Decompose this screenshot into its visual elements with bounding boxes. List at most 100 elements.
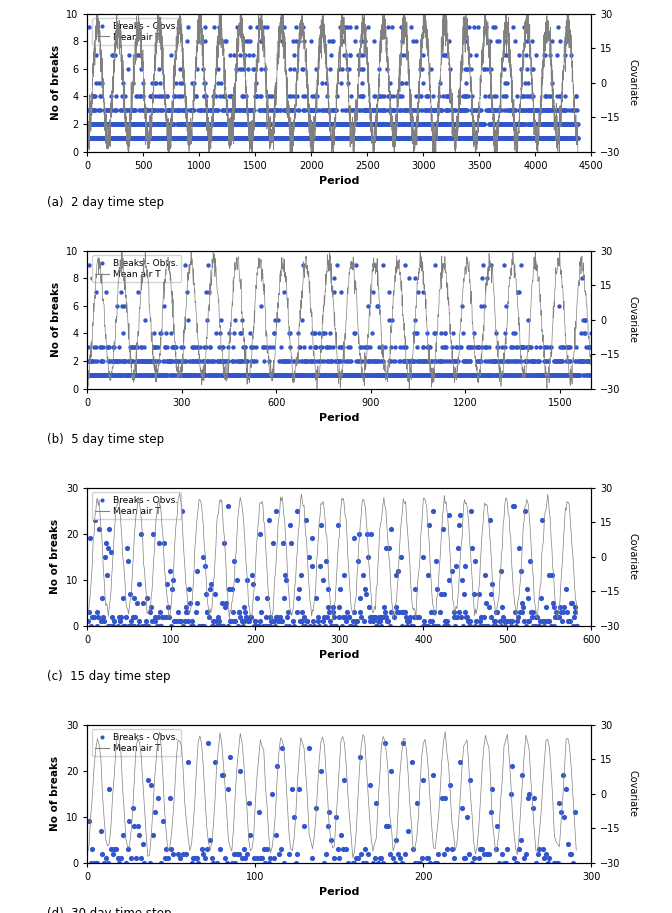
Point <box>488 131 499 145</box>
Point <box>384 89 395 104</box>
Point <box>536 103 546 118</box>
Point <box>566 47 577 62</box>
Point <box>85 131 96 145</box>
Point <box>502 368 513 383</box>
Point <box>420 131 431 145</box>
Point <box>410 582 421 596</box>
Point <box>342 103 353 118</box>
Point <box>485 117 496 131</box>
Point <box>318 326 329 341</box>
Point <box>242 846 253 861</box>
Point <box>317 368 328 383</box>
Point <box>216 117 227 131</box>
Point <box>218 353 228 368</box>
Point <box>374 609 384 624</box>
Point <box>119 618 130 633</box>
Point <box>171 131 182 145</box>
Point <box>478 846 489 861</box>
Point <box>138 131 149 145</box>
Point <box>346 131 357 145</box>
Point <box>333 131 344 145</box>
Point <box>515 131 526 145</box>
Point <box>401 47 411 62</box>
Point <box>444 368 454 383</box>
Point <box>141 353 152 368</box>
Point <box>171 131 182 145</box>
Point <box>509 117 520 131</box>
Point <box>202 312 213 327</box>
Point <box>585 340 596 354</box>
Point <box>612 368 622 383</box>
Point <box>247 568 257 582</box>
Point <box>200 131 210 145</box>
Point <box>255 131 266 145</box>
Point <box>532 609 542 624</box>
Point <box>403 368 414 383</box>
Point <box>452 131 463 145</box>
Point <box>494 368 505 383</box>
Point <box>415 131 425 145</box>
Point <box>359 117 370 131</box>
Point <box>456 117 467 131</box>
Point <box>512 340 523 354</box>
Point <box>333 131 343 145</box>
Point <box>314 117 325 131</box>
Point <box>218 117 228 131</box>
Point <box>302 103 313 118</box>
Point <box>323 353 333 368</box>
Point <box>134 117 144 131</box>
Point <box>180 368 191 383</box>
Point <box>378 103 388 118</box>
Point <box>513 285 524 299</box>
Point <box>247 103 257 118</box>
Point <box>145 117 156 131</box>
Point <box>364 103 375 118</box>
Point <box>345 103 356 118</box>
Point <box>409 131 420 145</box>
Point <box>106 131 117 145</box>
Point <box>114 609 125 624</box>
Point <box>564 353 575 368</box>
Point <box>323 368 334 383</box>
Point <box>494 131 505 145</box>
Point <box>451 117 462 131</box>
Point <box>445 131 456 145</box>
Point <box>367 609 378 624</box>
Point <box>161 131 171 145</box>
Point <box>235 131 246 145</box>
Point <box>382 368 392 383</box>
Point <box>585 368 595 383</box>
Point <box>362 103 372 118</box>
Point <box>245 131 256 145</box>
Point <box>306 326 317 341</box>
Point <box>327 618 337 633</box>
Point <box>138 131 149 145</box>
Point <box>323 340 333 354</box>
Point <box>561 353 572 368</box>
Point <box>153 117 164 131</box>
Point <box>491 618 501 633</box>
Point <box>104 340 115 354</box>
Point <box>403 131 413 145</box>
Point <box>411 103 422 118</box>
Point <box>215 131 226 145</box>
Point <box>120 131 131 145</box>
Point <box>253 131 264 145</box>
Point <box>531 131 542 145</box>
Point <box>394 117 405 131</box>
Point <box>476 609 487 624</box>
Point <box>378 131 388 145</box>
Point <box>431 554 442 569</box>
Point <box>257 34 267 48</box>
Point <box>526 117 537 131</box>
Point <box>498 117 509 131</box>
Point <box>217 340 228 354</box>
Point <box>411 117 421 131</box>
Point <box>386 131 397 145</box>
Point <box>283 131 294 145</box>
Point <box>300 131 310 145</box>
Point <box>294 131 304 145</box>
Point <box>162 89 173 104</box>
Point <box>583 368 593 383</box>
Point <box>221 131 232 145</box>
